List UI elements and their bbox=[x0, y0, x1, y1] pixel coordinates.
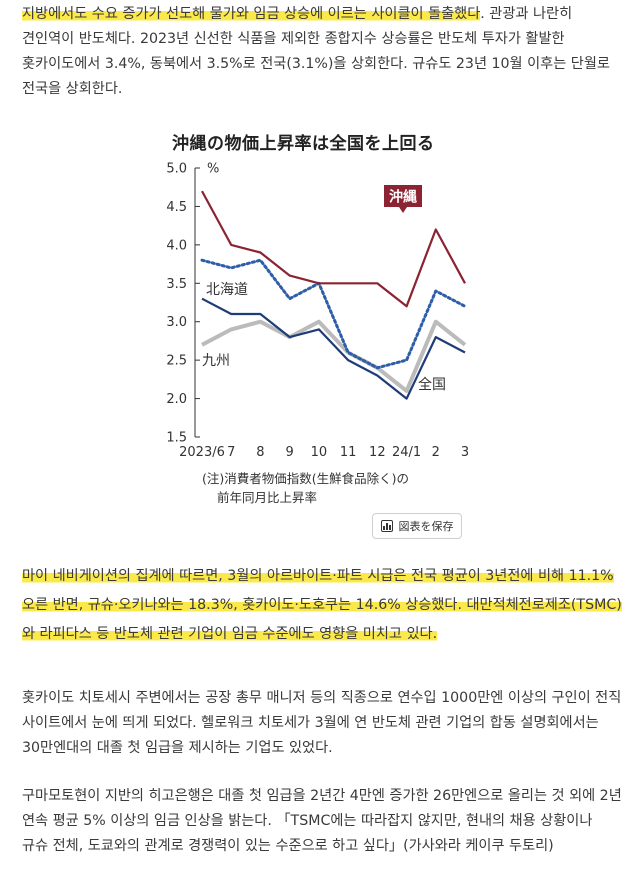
series-label: 全国 bbox=[418, 376, 446, 393]
x-tick-label: 24/1 bbox=[392, 445, 421, 460]
paragraph-1-text: . 관광과 나란히 견인역이 반도체다. 2023년 신선한 식품을 제외한 종… bbox=[22, 6, 610, 97]
highlighted-text: 지방에서도 수요 증가가 선도해 물가와 임금 상승에 이르는 사이클이 돌출했… bbox=[22, 6, 481, 22]
series-line-1 bbox=[201, 190, 466, 308]
bar-chart-icon bbox=[380, 520, 393, 532]
chart: 沖縄の物価上昇率は全国を上回る 5.0 4.5 4.0 3.5 3.0 2.5 2.0 1.5… bbox=[150, 126, 480, 546]
series-line-2 bbox=[200, 258, 467, 370]
series-label: 北海道 bbox=[206, 282, 248, 298]
x-tick-label: 12 bbox=[369, 445, 386, 460]
highlighted-text: 마이 네비게이션의 집계에 따르면, 3월의 아르바이트·파트 시급은 전국 평… bbox=[22, 568, 622, 642]
paragraph-3: 홋카이도 치토세시 주변에서는 공장 총무 매니저 등의 직종으로 연수입 10… bbox=[22, 690, 622, 756]
x-tick-label: 8 bbox=[256, 445, 264, 460]
series-line-3 bbox=[201, 319, 467, 393]
chart-title: 沖縄の物価上昇率は全国を上回る bbox=[172, 134, 435, 154]
y-tick-label: 4.0 bbox=[166, 238, 187, 253]
y-tick-label: 5.0 bbox=[166, 162, 187, 177]
x-tick-label: 3 bbox=[461, 445, 469, 460]
y-tick-label: 1.5 bbox=[166, 431, 187, 446]
save-chart-button[interactable]: 図表を保存 bbox=[372, 513, 462, 539]
y-tick-label: 2.0 bbox=[166, 392, 187, 407]
x-tick-label: 7 bbox=[227, 445, 235, 460]
y-unit-label: % bbox=[207, 162, 219, 177]
line-chart: 5.0 4.5 4.0 3.5 3.0 2.5 2.0 1.5% 2023/6 7 8 9 10 11 12… bbox=[166, 162, 469, 506]
paragraph-4: 구마모토현이 지반의 히고은행은 대졸 첫 임급을 2년간 4만엔 증가한 26… bbox=[22, 788, 622, 854]
x-tick-label: 9 bbox=[286, 445, 294, 460]
paragraph-1: 지방에서도 수요 증가가 선도해 물가와 임금 상승에 이르는 사이클이 돌출했… bbox=[22, 2, 622, 102]
y-tick-label: 3.5 bbox=[166, 277, 187, 292]
y-tick-label: 4.5 bbox=[166, 200, 187, 215]
paragraph-2: 마이 네비게이션의 집계에 따르면, 3월의 아르바이트·파트 시급은 전국 평… bbox=[22, 562, 622, 649]
x-tick-label: 2 bbox=[432, 445, 440, 460]
chart-note: 前年同月比上昇率 bbox=[217, 490, 317, 505]
y-tick-label: 2.5 bbox=[166, 354, 187, 369]
x-tick-label: 11 bbox=[340, 445, 357, 460]
series-label-box bbox=[384, 185, 422, 207]
y-tick-label: 3.0 bbox=[166, 315, 187, 330]
x-tick-label: 10 bbox=[311, 445, 328, 460]
series-label: 沖縄 bbox=[389, 189, 417, 206]
series-label-pointer bbox=[399, 207, 407, 213]
series-line-4 bbox=[201, 297, 466, 400]
series-label: 九州 bbox=[202, 353, 230, 369]
x-tick-label: 2023/6 bbox=[179, 445, 225, 460]
save-chart-label: 図表を保存 bbox=[398, 520, 454, 533]
chart-note: (注)消費者物価指数(生鮮食品除く)の bbox=[202, 471, 409, 486]
